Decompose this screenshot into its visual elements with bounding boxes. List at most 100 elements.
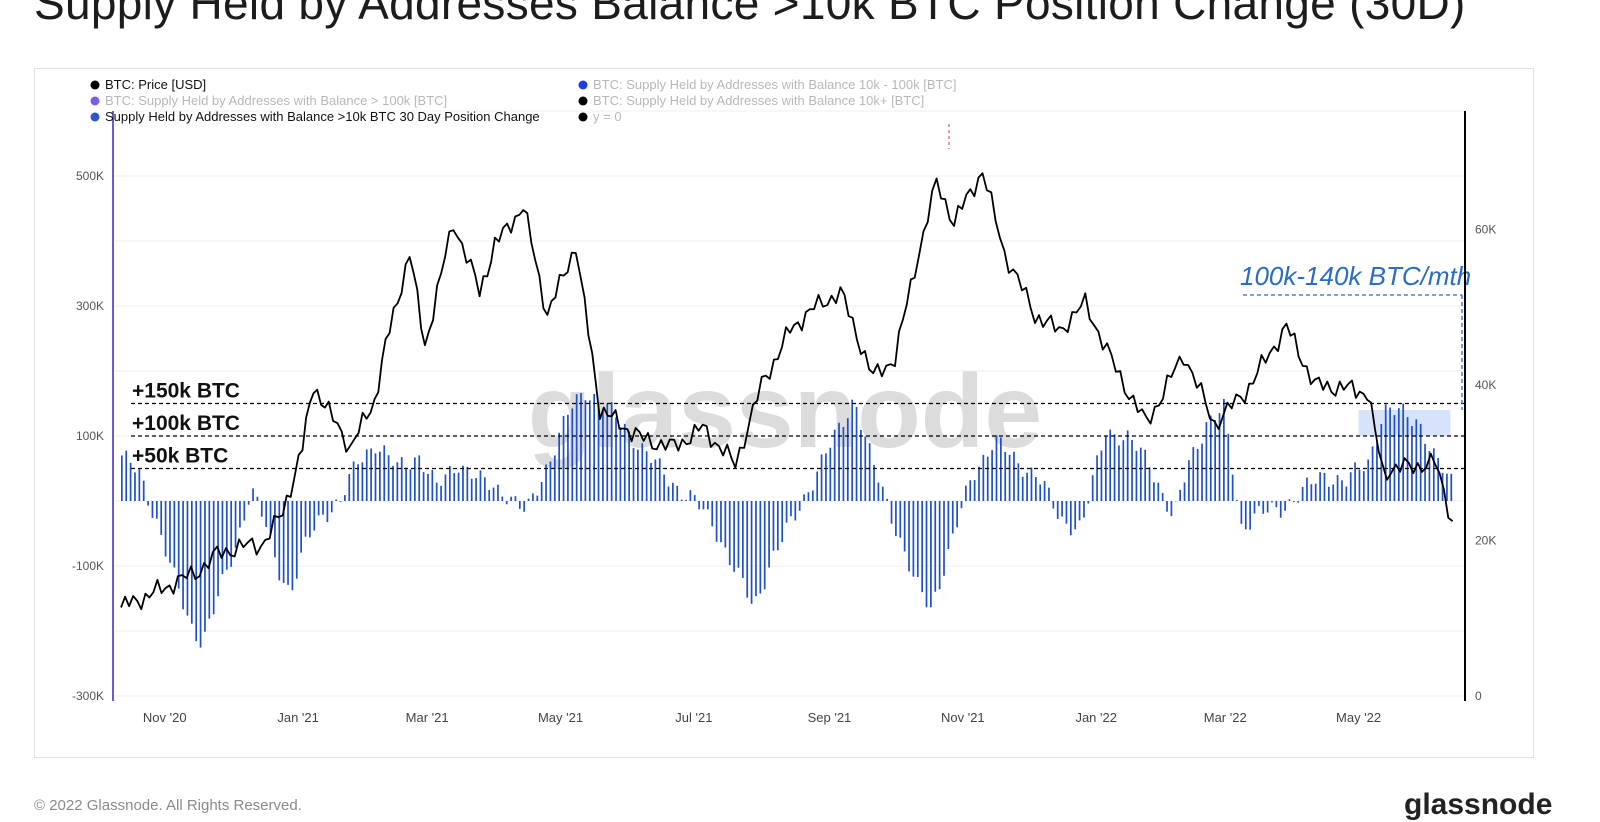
chart-canvas: glassnode +150k BTC+100k BTC+50k BTC100k… (35, 69, 1535, 759)
bar (313, 501, 315, 530)
bar (729, 501, 731, 565)
bar (633, 448, 635, 501)
bar (160, 501, 162, 535)
bar (1389, 407, 1391, 501)
bar (1066, 501, 1068, 524)
bar (493, 488, 495, 501)
bar (248, 501, 250, 505)
bar (711, 501, 713, 526)
bar (1315, 484, 1317, 501)
bar (628, 431, 630, 501)
bar (1039, 484, 1041, 501)
bar (348, 474, 350, 501)
bar (720, 501, 722, 542)
bar (1302, 487, 1304, 501)
bar (1192, 447, 1194, 501)
bar (620, 427, 622, 501)
bar (383, 445, 385, 501)
bar (1197, 449, 1199, 501)
bar (1201, 444, 1203, 501)
bar (366, 449, 368, 501)
bar (956, 501, 958, 527)
bar (1276, 501, 1278, 507)
bar (414, 457, 416, 501)
bar (799, 501, 801, 511)
bar (1140, 448, 1142, 501)
bar (379, 452, 381, 501)
bar (716, 501, 718, 542)
bar (1179, 490, 1181, 501)
bar (1262, 501, 1264, 514)
level-label: +150k BTC (132, 380, 240, 403)
bar (576, 394, 578, 501)
y-left-tick-label: -300K (72, 689, 104, 703)
bar (878, 483, 880, 501)
bar (847, 418, 849, 501)
bar (663, 475, 665, 501)
bar (703, 501, 705, 509)
bar (668, 486, 670, 501)
bar (1367, 460, 1369, 501)
bar (471, 479, 473, 501)
bar (125, 451, 127, 501)
bar (1214, 420, 1216, 501)
bar (423, 472, 425, 501)
bar (768, 501, 770, 568)
bar (1153, 482, 1155, 501)
bar (602, 410, 604, 501)
bar (187, 501, 189, 616)
bar (1407, 417, 1409, 501)
bar (410, 469, 412, 501)
legend-item[interactable]: BTC: Price [USD] (91, 77, 207, 92)
bar (322, 501, 324, 515)
bar (869, 443, 871, 501)
bar (449, 466, 451, 501)
bar (1345, 487, 1347, 501)
bar (1254, 501, 1256, 513)
bar (1122, 440, 1124, 501)
bar (1280, 501, 1282, 518)
legend-dot (91, 97, 100, 106)
bar (1184, 482, 1186, 501)
bar (825, 453, 827, 501)
bar (1101, 451, 1103, 501)
bar (1206, 422, 1208, 501)
bar (1048, 488, 1050, 501)
bar (1162, 493, 1164, 501)
bar (895, 501, 897, 536)
bar (751, 501, 753, 604)
x-tick-label: Jan '22 (1075, 710, 1117, 725)
bar (331, 501, 333, 512)
bar (213, 501, 215, 614)
bar (541, 482, 543, 501)
bar (873, 465, 875, 501)
legend-item[interactable]: BTC: Supply Held by Addresses with Balan… (579, 77, 957, 92)
legend-item[interactable]: Supply Held by Addresses with Balance >1… (91, 109, 540, 124)
legend-dot (579, 81, 588, 90)
bar (375, 453, 377, 501)
y-left-tick-label: -100K (72, 559, 104, 573)
bar (1415, 419, 1417, 501)
bar (790, 501, 792, 516)
x-tick-label: Jan '21 (277, 710, 319, 725)
legend-item[interactable]: BTC: Supply Held by Addresses with Balan… (579, 93, 925, 108)
bar (860, 430, 862, 501)
bar (829, 448, 831, 501)
bar (1310, 484, 1312, 501)
bar (169, 501, 171, 563)
bar (1004, 452, 1006, 501)
y-left-tick-label: 500K (76, 169, 104, 183)
bar (1372, 446, 1374, 501)
bar (1337, 475, 1339, 501)
bar (453, 473, 455, 501)
brand-logo: glassnode (1404, 788, 1552, 822)
bar (1131, 440, 1133, 501)
bar (523, 501, 525, 512)
bar (983, 455, 985, 501)
legend-item[interactable]: BTC: Supply Held by Addresses with Balan… (91, 93, 448, 108)
bar (165, 501, 167, 557)
bar (759, 501, 761, 594)
legend[interactable]: BTC: Price [USD]BTC: Supply Held by Addr… (91, 77, 957, 124)
bar (1136, 451, 1138, 501)
bar (974, 480, 976, 501)
